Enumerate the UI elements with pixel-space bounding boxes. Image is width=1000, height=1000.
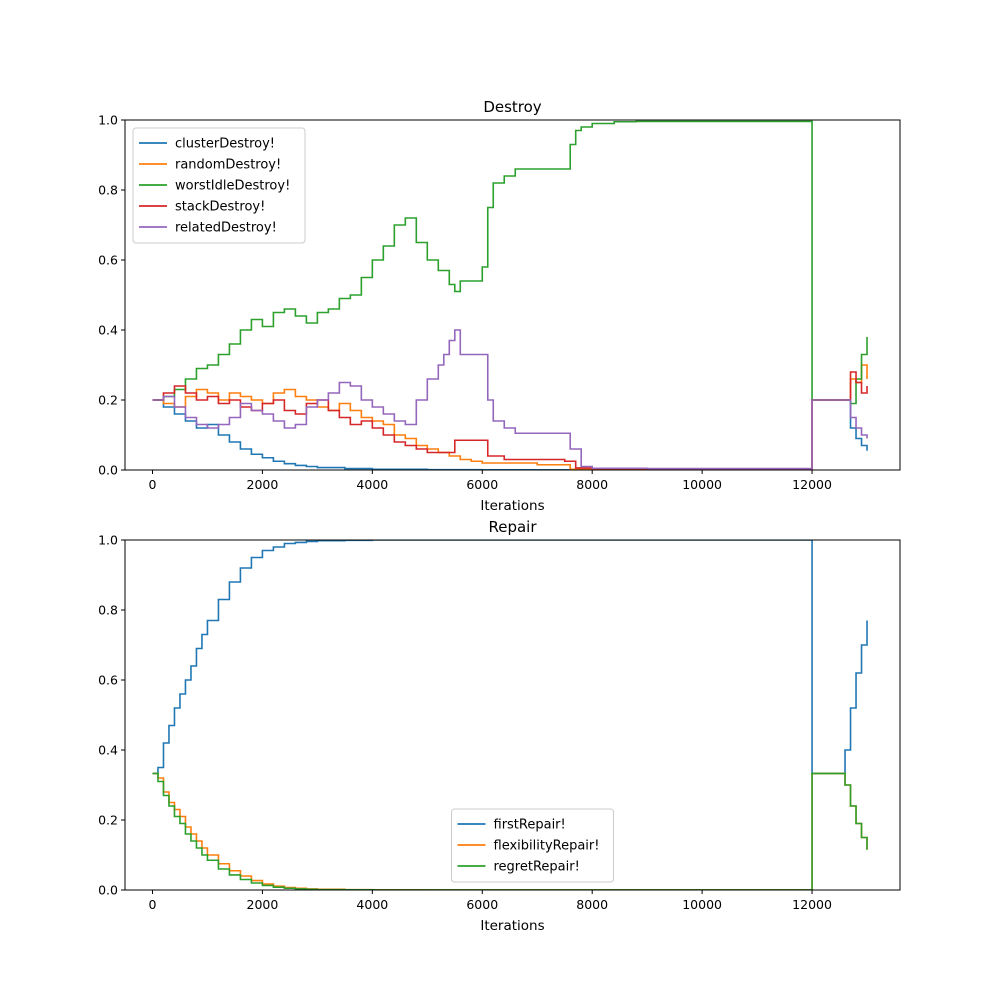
- destroy-legend-label: worstIdleDestroy!: [175, 179, 290, 194]
- repair-legend: firstRepair! flexibilityRepair! regretRepa…: [451, 808, 614, 883]
- repair-x-tick-label: 8000: [576, 897, 608, 912]
- repair-legend-box: [451, 808, 614, 883]
- repair-x-tick-label: 0: [149, 897, 157, 912]
- repair-legend-label: regretRepair!: [494, 860, 580, 875]
- repair-x-tick-label: 6000: [466, 897, 498, 912]
- repair-x-tick-label: 2000: [247, 897, 279, 912]
- repair-y-tick-label: 0.2: [98, 813, 118, 828]
- destroy-legend-label: relatedDestroy!: [175, 221, 277, 236]
- destroy-chart-title: Destroy: [483, 98, 541, 116]
- repair-x-tick-label: 10000: [682, 897, 722, 912]
- destroy-x-axis-label: Iterations: [480, 498, 544, 514]
- destroy-x-tick-label: 8000: [576, 477, 608, 492]
- repair-chart-title: Repair: [488, 518, 537, 536]
- destroy-x-tick-label: 2000: [247, 477, 279, 492]
- repair-y-tick-label: 0.4: [98, 743, 118, 758]
- destroy-chart: 0 2000 4000 6000 8000 10000 12000 0.0 0.2 0.4 0.6 0…: [98, 98, 901, 514]
- repair-axes-frame: [124, 539, 901, 891]
- destroy-y-tick-label: 0.2: [98, 393, 118, 408]
- destroy-legend-label: randomDestroy!: [175, 158, 281, 173]
- destroy-x-tick-label: 6000: [466, 477, 498, 492]
- destroy-x-tick-label: 10000: [682, 477, 722, 492]
- destroy-axes-frame: [124, 119, 901, 471]
- repair-chart: 0 2000 4000 6000 8000 10000 12000 0.0 0.2 0.4 0.6 0…: [98, 518, 901, 934]
- repair-y-tick-label: 0.6: [98, 673, 118, 688]
- destroy-y-tick-label: 0.8: [98, 183, 118, 198]
- repair-y-tick-label: 1.0: [98, 533, 118, 548]
- repair-y-tick-label: 0.0: [98, 883, 118, 898]
- repair-series-line-first-repair: [152, 540, 868, 775]
- repair-legend-label: flexibilityRepair!: [494, 839, 600, 854]
- repair-series-line-regret-repair: [152, 772, 868, 890]
- destroy-y-tick-label: 0.0: [98, 463, 118, 478]
- destroy-y-tick-label: 1.0: [98, 113, 118, 128]
- destroy-legend: clusterDestroy! randomDestroy! worstIdleDe…: [132, 127, 306, 244]
- repair-x-tick-label: 4000: [356, 897, 388, 912]
- repair-x-axis-label: Iterations: [480, 918, 544, 934]
- destroy-x-tick-label: 0: [149, 477, 157, 492]
- destroy-y-tick-label: 0.6: [98, 253, 118, 268]
- destroy-series-line-related-destroy: [152, 329, 868, 470]
- destroy-x-tick-label: 4000: [356, 477, 388, 492]
- repair-x-tick-label: 12000: [792, 897, 832, 912]
- destroy-series-line-worst-idle-destroy: [152, 120, 868, 405]
- destroy-legend-label: stackDestroy!: [175, 200, 265, 215]
- destroy-legend-box: [132, 127, 306, 244]
- repair-y-tick-label: 0.8: [98, 603, 118, 618]
- destroy-y-tick-label: 0.4: [98, 323, 118, 338]
- destroy-legend-label: clusterDestroy!: [175, 137, 275, 152]
- destroy-x-tick-label: 12000: [792, 477, 832, 492]
- repair-legend-label: firstRepair!: [494, 818, 566, 833]
